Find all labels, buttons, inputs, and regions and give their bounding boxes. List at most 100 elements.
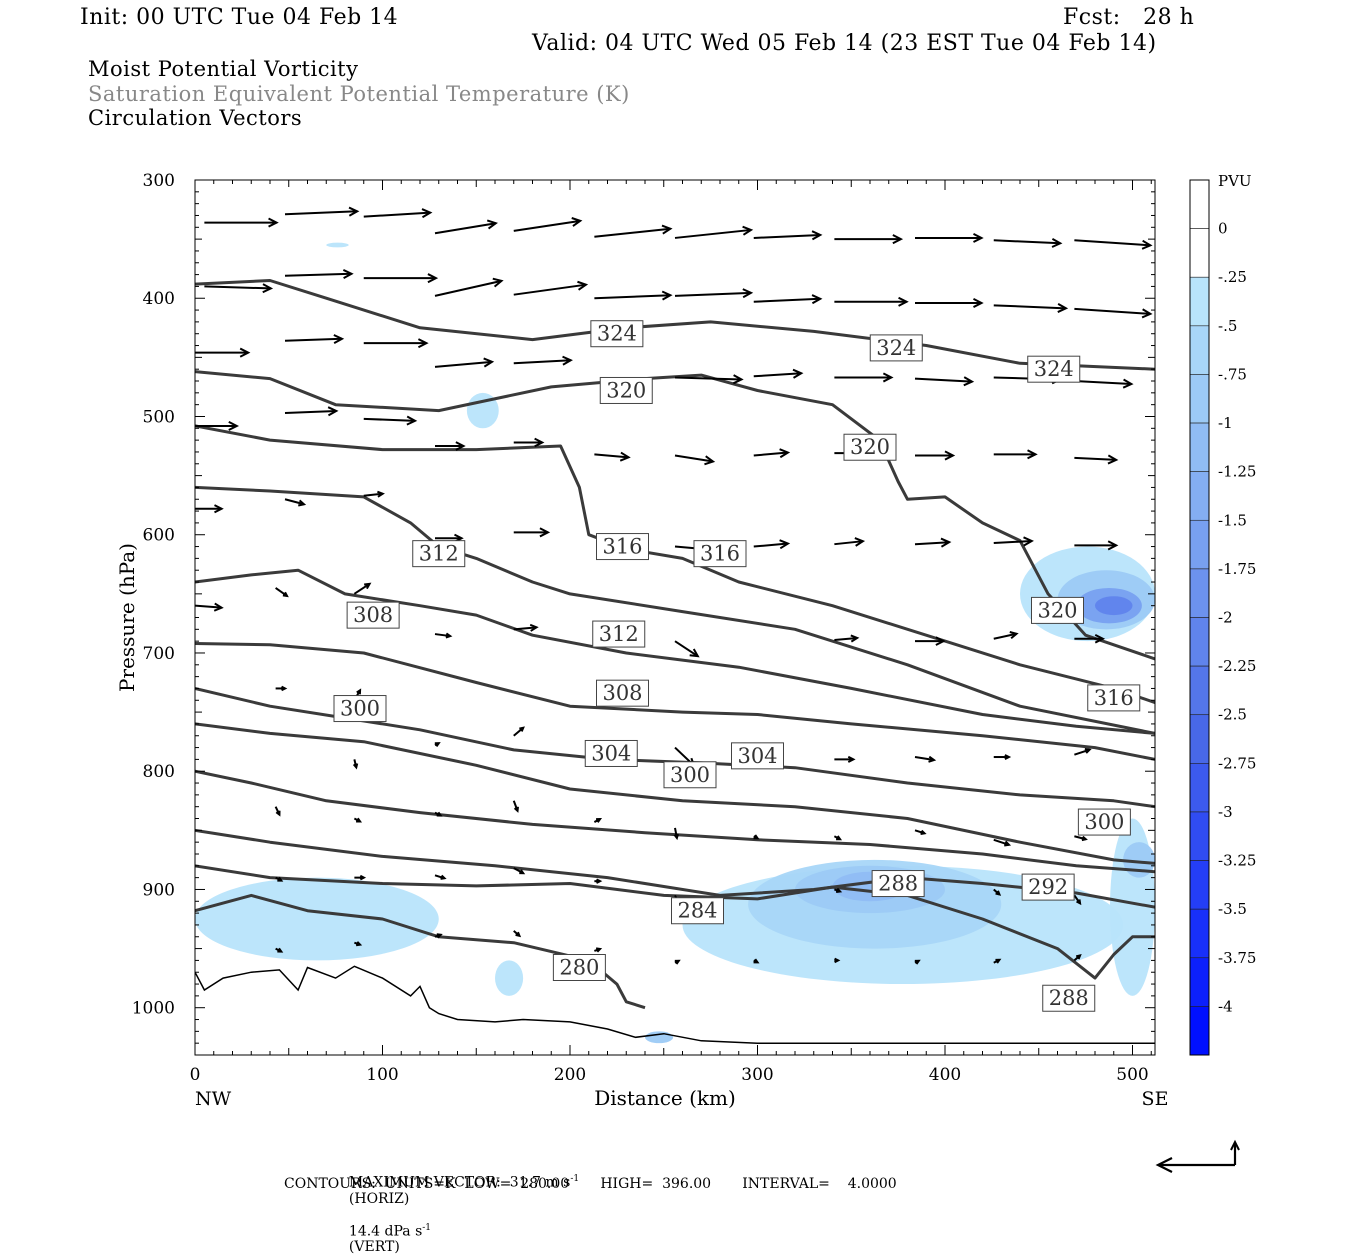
circulation-vector (434, 632, 453, 639)
vector-head (1027, 449, 1038, 460)
vector-head (928, 755, 937, 763)
vector-head (742, 225, 754, 236)
terrain-profile (195, 965, 1155, 1044)
circulation-vector (993, 631, 1019, 640)
contour-label: 300 (333, 695, 387, 723)
vector-head (973, 232, 984, 243)
circulation-vector (834, 634, 860, 643)
contour-label: 316 (596, 533, 649, 561)
unit-exponent: -1 (570, 1174, 580, 1184)
vector-head (214, 504, 224, 514)
circulation-vector (1074, 747, 1092, 756)
colorbar-label: -3.75 (1218, 949, 1256, 967)
x-tick-label: 400 (929, 1065, 961, 1085)
contour-label-box (843, 433, 897, 461)
vector-head (445, 632, 453, 639)
colorbar-label: -2.75 (1218, 754, 1256, 772)
vector-head (619, 451, 631, 462)
vector-head (1084, 747, 1092, 754)
circulation-vector (204, 217, 279, 228)
vector-shaft (363, 211, 431, 218)
vector-head (1076, 899, 1082, 906)
vector-head (914, 959, 921, 965)
contour-304 (195, 642, 1155, 761)
vector-head (513, 806, 519, 813)
circulation-vector (914, 959, 921, 965)
contour-label-text: 304 (737, 744, 777, 768)
colorbar-swatch (1189, 617, 1210, 667)
vector-head (455, 441, 466, 451)
max-vector-vert: 14.4 dPa s (348, 1223, 423, 1240)
field-title-pv: Moist Potential Vorticity (88, 57, 359, 81)
circulation-vector (434, 357, 495, 368)
vector-head (228, 420, 240, 431)
colorbar-border (1189, 179, 1210, 1056)
circulation-vector (1074, 454, 1119, 465)
vector-shaft (1074, 307, 1151, 315)
contour-label-text: 300 (670, 763, 710, 787)
vector-head (661, 224, 673, 235)
contour-label-text: 320 (1037, 598, 1077, 622)
contour-label-box (1077, 808, 1131, 836)
circulation-vector (834, 755, 856, 763)
vector-head (595, 947, 603, 953)
vector-head (1094, 634, 1106, 644)
vector-head (1141, 239, 1153, 250)
vector-shaft (284, 498, 305, 506)
circulation-vector (284, 498, 307, 507)
circulation-vector (195, 347, 251, 358)
vector-head (519, 869, 526, 875)
vector-head (973, 297, 984, 308)
contour-316 (195, 424, 1155, 705)
y-tick-label: 900 (143, 880, 175, 900)
vector-head (213, 602, 224, 612)
contour-label-box (346, 601, 400, 629)
circulation-vector (195, 602, 224, 612)
contour-label: 304 (584, 739, 638, 767)
contour-label: 324 (590, 320, 644, 348)
circulation-vector (434, 933, 443, 939)
vector-head (342, 269, 354, 279)
vector-head (742, 288, 754, 299)
vector-head (281, 685, 288, 692)
contour-label-text: 312 (419, 542, 459, 566)
colorbar-label: -1.25 (1218, 463, 1256, 481)
vector-shaft (993, 540, 1032, 545)
vector-head (519, 726, 525, 732)
vector-head (1009, 631, 1019, 639)
vector-head (779, 448, 791, 459)
circulation-vector (834, 537, 866, 547)
circulation-vector (594, 947, 603, 953)
contour-label: 304 (731, 742, 784, 770)
contour-label-box (412, 540, 466, 568)
vector-shaft (195, 604, 222, 609)
vector-shaft (353, 583, 371, 595)
vector-shaft (434, 360, 493, 368)
vector-head (596, 878, 603, 884)
vector-shaft (284, 210, 358, 216)
vector-head (963, 376, 975, 387)
circulation-vector (674, 288, 754, 299)
vector-head (333, 334, 345, 345)
vector-head (356, 817, 363, 823)
vector-head (847, 755, 856, 763)
circulation-vector (993, 536, 1034, 547)
reference-vector (1155, 1139, 1240, 1173)
circulation-vector (284, 406, 339, 417)
contour-label-box (596, 533, 649, 561)
axes: 0 100 200 300 400 500 300 400 500 600 700 800 900 100… (115, 171, 1168, 1110)
unit-exponent-2: -1 (422, 1222, 432, 1233)
colorbar-title: PVU (1218, 172, 1252, 190)
circulation-vector (674, 374, 744, 385)
colorbar-label: -2.5 (1218, 706, 1247, 724)
circulation-vector (753, 834, 760, 840)
circulation-vector (513, 280, 589, 296)
circulation-vector (915, 450, 956, 461)
colorbar-label: -3.5 (1218, 900, 1247, 918)
contour-label-text: 320 (606, 378, 646, 402)
circulation-vector (204, 283, 274, 294)
vector-head (920, 829, 927, 835)
circulation-vector (275, 685, 288, 692)
vector-shaft (753, 372, 802, 378)
colorbar-label: 0 (1218, 220, 1228, 238)
